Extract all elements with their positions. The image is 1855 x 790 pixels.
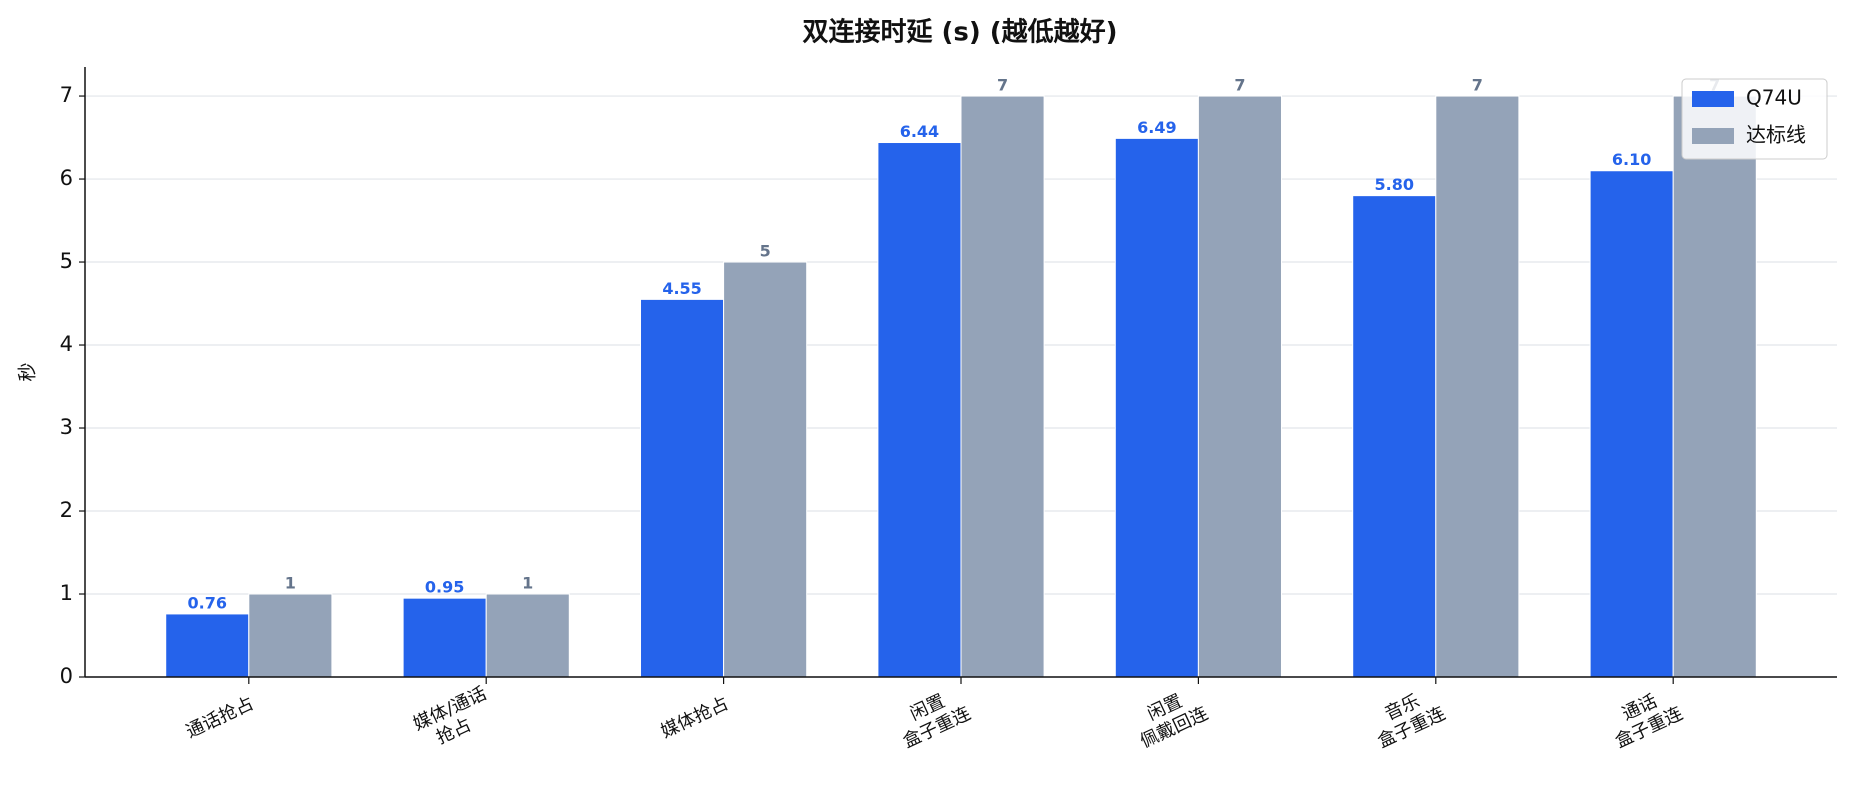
legend-swatch (1692, 128, 1734, 144)
value-label: 7 (997, 76, 1008, 95)
bar (1114, 137, 1199, 678)
value-label: 6.49 (1137, 118, 1176, 137)
x-tick-label: 媒体/通话抢占 (410, 683, 499, 755)
value-label: 7 (1472, 76, 1483, 95)
legend-label: 达标线 (1746, 123, 1806, 147)
bar (1589, 170, 1674, 678)
value-label: 1 (285, 574, 296, 593)
bar (402, 597, 487, 678)
value-label: 0.95 (425, 578, 464, 597)
bar (960, 95, 1045, 678)
bar (1672, 95, 1757, 678)
value-label: 6.44 (900, 122, 939, 141)
value-label: 1 (522, 574, 533, 593)
y-tick-label: 6 (60, 166, 73, 190)
legend-swatch (1692, 91, 1734, 107)
bar (165, 613, 250, 678)
bar (248, 593, 333, 678)
value-label: 5.80 (1375, 175, 1414, 194)
x-tick-label: 闲置盒子重连 (890, 683, 973, 752)
bar (877, 142, 962, 678)
legend: Q74U 达标线 (1681, 78, 1828, 160)
chart-title: 双连接时延 (s) (越低越好) (802, 18, 1117, 48)
bar (485, 593, 570, 678)
x-tick-label: 通话盒子重连 (1603, 683, 1686, 752)
bar (1435, 95, 1520, 678)
y-tick-label: 0 (60, 664, 73, 688)
y-axis-label: 秒 (17, 362, 39, 381)
y-tick-label: 2 (60, 498, 73, 522)
value-label: 6.10 (1612, 150, 1651, 169)
x-tick-label: 音乐盒子重连 (1365, 683, 1448, 752)
value-label: 7 (1234, 76, 1245, 95)
bar (1197, 95, 1282, 678)
value-label: 0.76 (188, 593, 227, 612)
y-tick-label: 5 (60, 249, 73, 273)
x-tick-label: 闲置佩戴回连 (1128, 683, 1211, 752)
y-tick-label: 3 (60, 415, 73, 439)
y-tick-label: 7 (60, 83, 73, 107)
bar (723, 261, 808, 678)
legend-label: Q74U (1746, 86, 1802, 110)
bar (1352, 195, 1437, 678)
bar (640, 298, 725, 678)
y-tick-label: 1 (60, 581, 73, 605)
y-tick-label: 4 (60, 332, 73, 356)
value-label: 5 (760, 242, 771, 261)
x-tick-label: 通话抢占 (183, 693, 257, 742)
value-label: 4.55 (662, 279, 701, 298)
x-tick-label: 媒体抢占 (658, 693, 732, 742)
